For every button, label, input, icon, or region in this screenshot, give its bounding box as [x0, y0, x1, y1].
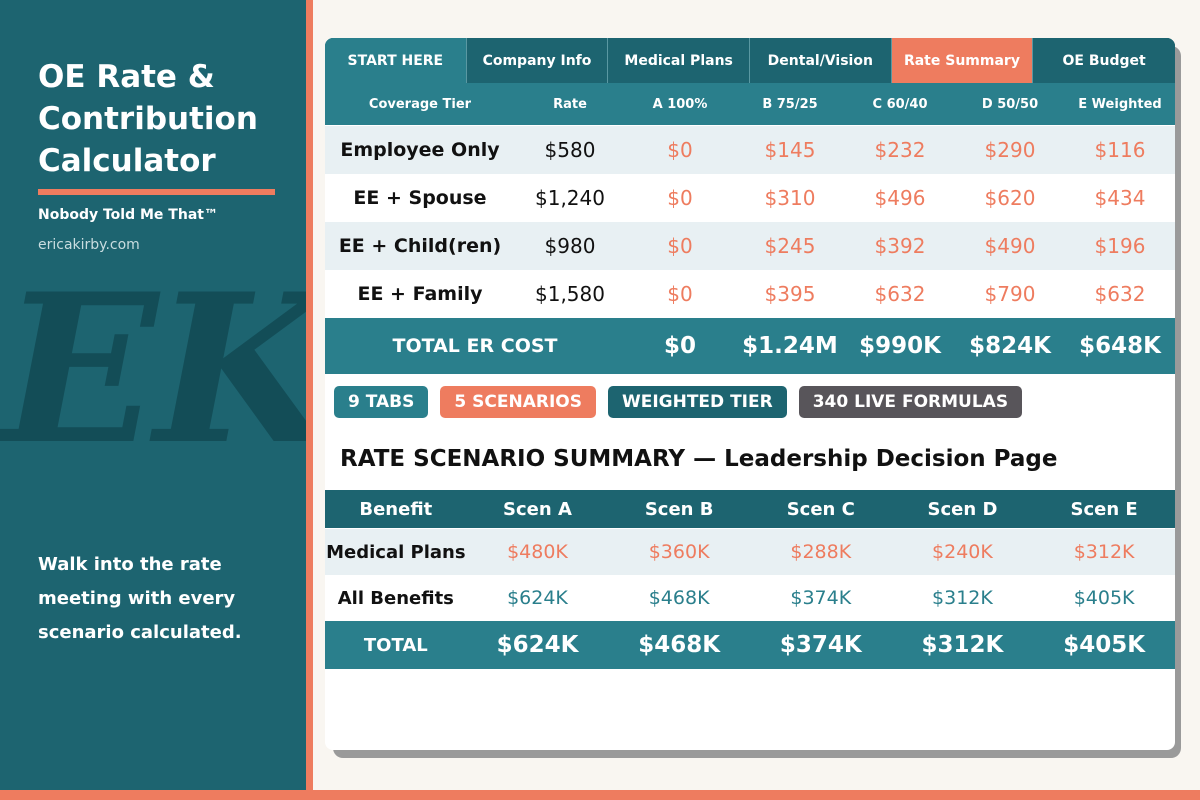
- cost-cell: $245: [764, 234, 816, 258]
- spreadsheet-card: START HERE Company Info Medical Plans De…: [325, 38, 1175, 750]
- total-cell: $990K: [859, 333, 941, 359]
- tab-medical-plans[interactable]: Medical Plans: [608, 38, 750, 83]
- tab-rate-summary[interactable]: Rate Summary: [891, 38, 1034, 83]
- sidebar: EK OE Rate & Contribution Calculator Nob…: [0, 0, 306, 790]
- col-rate: Rate: [553, 96, 587, 112]
- cost-cell: $145: [764, 138, 816, 162]
- cost-cell: $0: [667, 234, 693, 258]
- tier-label: EE + Child(ren): [338, 235, 502, 257]
- tab-company-info[interactable]: Company Info: [466, 38, 609, 83]
- cost-cell: $196: [1094, 234, 1146, 258]
- value-cell: $240K: [932, 541, 993, 563]
- total-cell: $0: [663, 333, 696, 359]
- tier-label: EE + Spouse: [353, 187, 487, 209]
- website-url[interactable]: ericakirby.com: [38, 237, 140, 253]
- cost-cell: $232: [874, 138, 926, 162]
- badge-scenarios: 5 SCENARIOS: [440, 386, 596, 418]
- total-er-cost-row: TOTAL ER COST $0 $1.24M $990K $824K $648…: [325, 318, 1175, 374]
- table-row: EE + Family $1,580 $0 $395 $632 $790 $63…: [325, 270, 1175, 318]
- cost-cell: $620: [984, 186, 1036, 210]
- cost-cell: $0: [667, 138, 693, 162]
- value-cell: $288K: [790, 541, 852, 563]
- cost-cell: $310: [764, 186, 816, 210]
- col-scen-d: Scen D: [927, 498, 998, 520]
- cost-cell: $790: [984, 282, 1036, 306]
- cost-cell: $0: [667, 186, 693, 210]
- badge-live-formulas: 340 LIVE FORMULAS: [798, 386, 1023, 418]
- cost-cell: $116: [1094, 138, 1146, 162]
- cost-cell: $490: [984, 234, 1036, 258]
- table-row: Medical Plans $480K $360K $288K $240K $3…: [325, 529, 1175, 575]
- summary-total-label: TOTAL: [363, 634, 428, 656]
- col-scen-c: Scen C: [786, 498, 855, 520]
- total-cell: $312K: [921, 632, 1004, 658]
- total-cell: $824K: [969, 333, 1051, 359]
- benefit-label: Medical Plans: [326, 541, 466, 563]
- value-cell: $312K: [932, 587, 993, 609]
- col-scenario-c: C 60/40: [872, 96, 928, 112]
- cost-cell: $434: [1094, 186, 1146, 210]
- benefit-label: All Benefits: [337, 587, 454, 609]
- col-scenario-a: A 100%: [652, 96, 708, 112]
- tab-oe-budget[interactable]: OE Budget: [1033, 38, 1175, 83]
- sidebar-pitch: Walk into the rate meeting with every sc…: [38, 554, 242, 643]
- cost-cell: $395: [764, 282, 816, 306]
- summary-table-header: Benefit Scen A Scen B Scen C Scen D Scen…: [325, 490, 1175, 528]
- table-row: Employee Only $580 $0 $145 $232 $290 $11…: [325, 126, 1175, 174]
- cost-cell: $496: [874, 186, 926, 210]
- sidebar-accent-bar: [306, 0, 313, 790]
- cost-cell: $290: [984, 138, 1036, 162]
- tier-label: Employee Only: [340, 139, 500, 161]
- tab-dental-vision[interactable]: Dental/Vision: [749, 38, 892, 83]
- col-coverage-tier: Coverage Tier: [368, 96, 472, 112]
- value-cell: $480K: [507, 541, 568, 563]
- value-cell: $624K: [507, 587, 568, 609]
- rate-cell: $1,240: [535, 186, 605, 210]
- value-cell: $405K: [1073, 587, 1135, 609]
- app-title: OE Rate & Contribution Calculator: [38, 59, 258, 179]
- cost-cell: $632: [1094, 282, 1146, 306]
- value-cell: $312K: [1073, 541, 1135, 563]
- badge-weighted-tier: WEIGHTED TIER: [607, 386, 787, 418]
- col-scenario-d: D 50/50: [981, 96, 1039, 112]
- value-cell: $360K: [648, 541, 710, 563]
- sheet-tabs: START HERE Company Info Medical Plans De…: [325, 38, 1175, 83]
- table-row: EE + Spouse $1,240 $0 $310 $496 $620 $43…: [325, 174, 1175, 222]
- tab-start-here[interactable]: START HERE: [325, 38, 467, 83]
- col-scen-a: Scen A: [503, 498, 572, 520]
- rate-cell: $580: [544, 138, 596, 162]
- col-scen-b: Scen B: [644, 498, 714, 520]
- rate-cell: $1,580: [535, 282, 605, 306]
- total-cell: $405K: [1063, 632, 1146, 658]
- rate-cell: $980: [544, 234, 596, 258]
- badge-tabs: 9 TABS: [334, 386, 429, 418]
- title-divider: [38, 189, 275, 195]
- col-scenario-e: E Weighted: [1078, 96, 1162, 112]
- rate-table-header: Coverage Tier Rate A 100% B 75/25 C 60/4…: [325, 83, 1175, 125]
- value-cell: $468K: [648, 587, 710, 609]
- summary-total-row: TOTAL $624K $468K $374K $312K $405K: [325, 621, 1175, 669]
- total-cell: $648K: [1079, 333, 1161, 359]
- value-cell: $374K: [790, 587, 852, 609]
- total-cell: $468K: [638, 632, 721, 658]
- table-row: All Benefits $624K $468K $374K $312K $40…: [325, 575, 1175, 621]
- total-er-cost-label: TOTAL ER COST: [392, 335, 558, 357]
- ek-monogram-watermark: EK: [2, 250, 306, 490]
- brand-tagline: Nobody Told Me That™: [38, 207, 218, 223]
- total-cell: $374K: [779, 632, 862, 658]
- feature-badges: 9 TABS 5 SCENARIOS WEIGHTED TIER 340 LIV…: [334, 386, 1023, 418]
- summary-title: RATE SCENARIO SUMMARY — Leadership Decis…: [340, 446, 1058, 472]
- col-scen-e: Scen E: [1070, 498, 1138, 520]
- cost-cell: $632: [874, 282, 926, 306]
- cost-cell: $392: [874, 234, 926, 258]
- cost-cell: $0: [667, 282, 693, 306]
- total-cell: $624K: [496, 632, 579, 658]
- table-row: EE + Child(ren) $980 $0 $245 $392 $490 $…: [325, 222, 1175, 270]
- tier-label: EE + Family: [357, 283, 483, 305]
- total-cell: $1.24M: [742, 333, 838, 359]
- bottom-accent-bar: [0, 790, 1200, 800]
- col-benefit: Benefit: [359, 498, 433, 520]
- col-scenario-b: B 75/25: [762, 96, 818, 112]
